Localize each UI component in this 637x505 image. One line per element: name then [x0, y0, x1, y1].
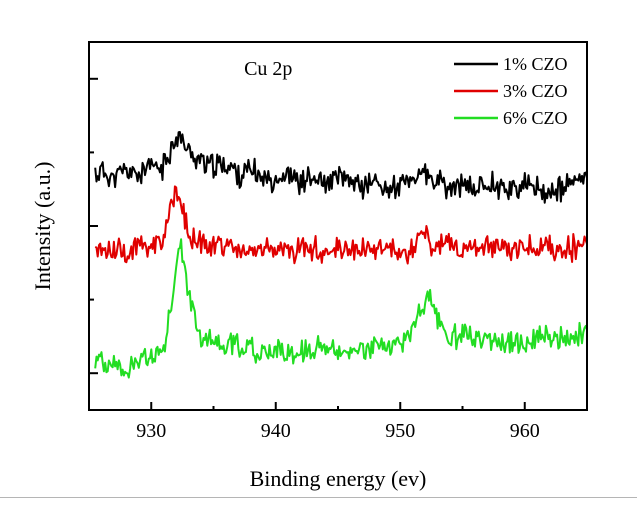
series-line-2	[94, 185, 588, 265]
series-line-1	[94, 131, 588, 204]
chart-annotation: Cu 2p	[244, 58, 292, 80]
window-bottom-rule	[0, 497, 637, 498]
x-axis-label: Binding energy (ev)	[250, 466, 427, 491]
x-tick-label: 930	[136, 420, 166, 442]
legend: 1% CZO 3% CZO 6% CZO	[454, 54, 568, 128]
x-tick-label: 950	[385, 420, 415, 442]
x-tick-label: 940	[261, 420, 291, 442]
legend-label: 6% CZO	[503, 108, 568, 128]
y-axis-label: Intensity (a.u.)	[30, 162, 55, 291]
series-line-3	[94, 238, 588, 379]
ticks-layer: 930 940 950 960	[88, 77, 588, 442]
legend-label: 3% CZO	[503, 81, 568, 101]
legend-label: 1% CZO	[503, 54, 568, 74]
x-tick-label: 960	[510, 420, 540, 442]
series-layer	[94, 131, 588, 379]
